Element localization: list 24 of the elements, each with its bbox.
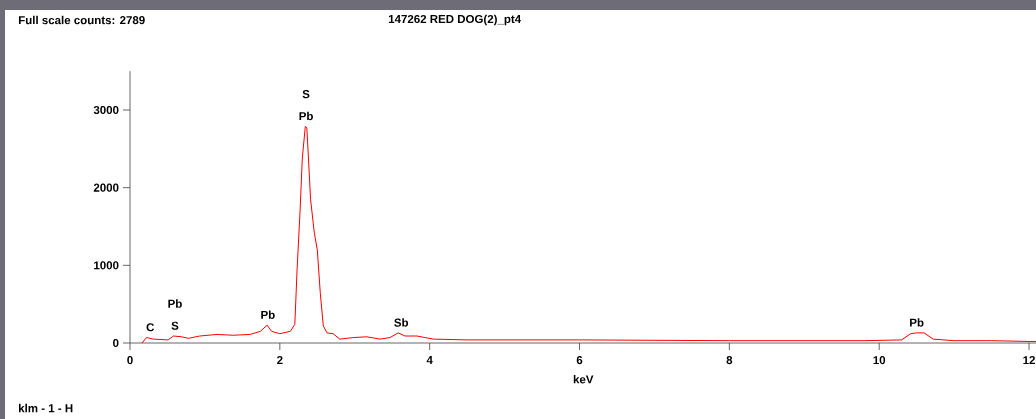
x-tick-label: 10 bbox=[873, 356, 886, 365]
x-axis-title: keV bbox=[573, 375, 594, 384]
text: Full scale counts: 2789 bbox=[18, 15, 145, 25]
chart-title: 147262 RED DOG(2)_pt4 bbox=[388, 14, 522, 26]
x-tick-label: 12 bbox=[1023, 356, 1035, 365]
annotation: C bbox=[146, 323, 155, 332]
x-tick-label: 8 bbox=[726, 356, 733, 365]
line-series bbox=[141, 125, 1036, 344]
text: klm - 1 - H bbox=[19, 403, 73, 413]
x-tick-label: 6 bbox=[576, 356, 583, 365]
annotation: S bbox=[171, 321, 179, 330]
annotation: Pb bbox=[299, 111, 313, 121]
y-tick-label: 3000 bbox=[93, 105, 119, 115]
annotation: Pb bbox=[168, 299, 182, 308]
annotation: Pb bbox=[910, 318, 924, 327]
annotation: Pb bbox=[261, 310, 275, 319]
annotation: S bbox=[302, 90, 310, 99]
y-tick-label: 1000 bbox=[94, 261, 119, 270]
y-tick-label: 2000 bbox=[93, 183, 119, 192]
x-tick-label: 0 bbox=[127, 356, 133, 365]
x-tick-label: 2 bbox=[277, 356, 283, 365]
annotation: Sb bbox=[394, 318, 409, 327]
x-tick-label: 4 bbox=[426, 356, 433, 364]
y-tick-label: 0 bbox=[113, 338, 119, 348]
